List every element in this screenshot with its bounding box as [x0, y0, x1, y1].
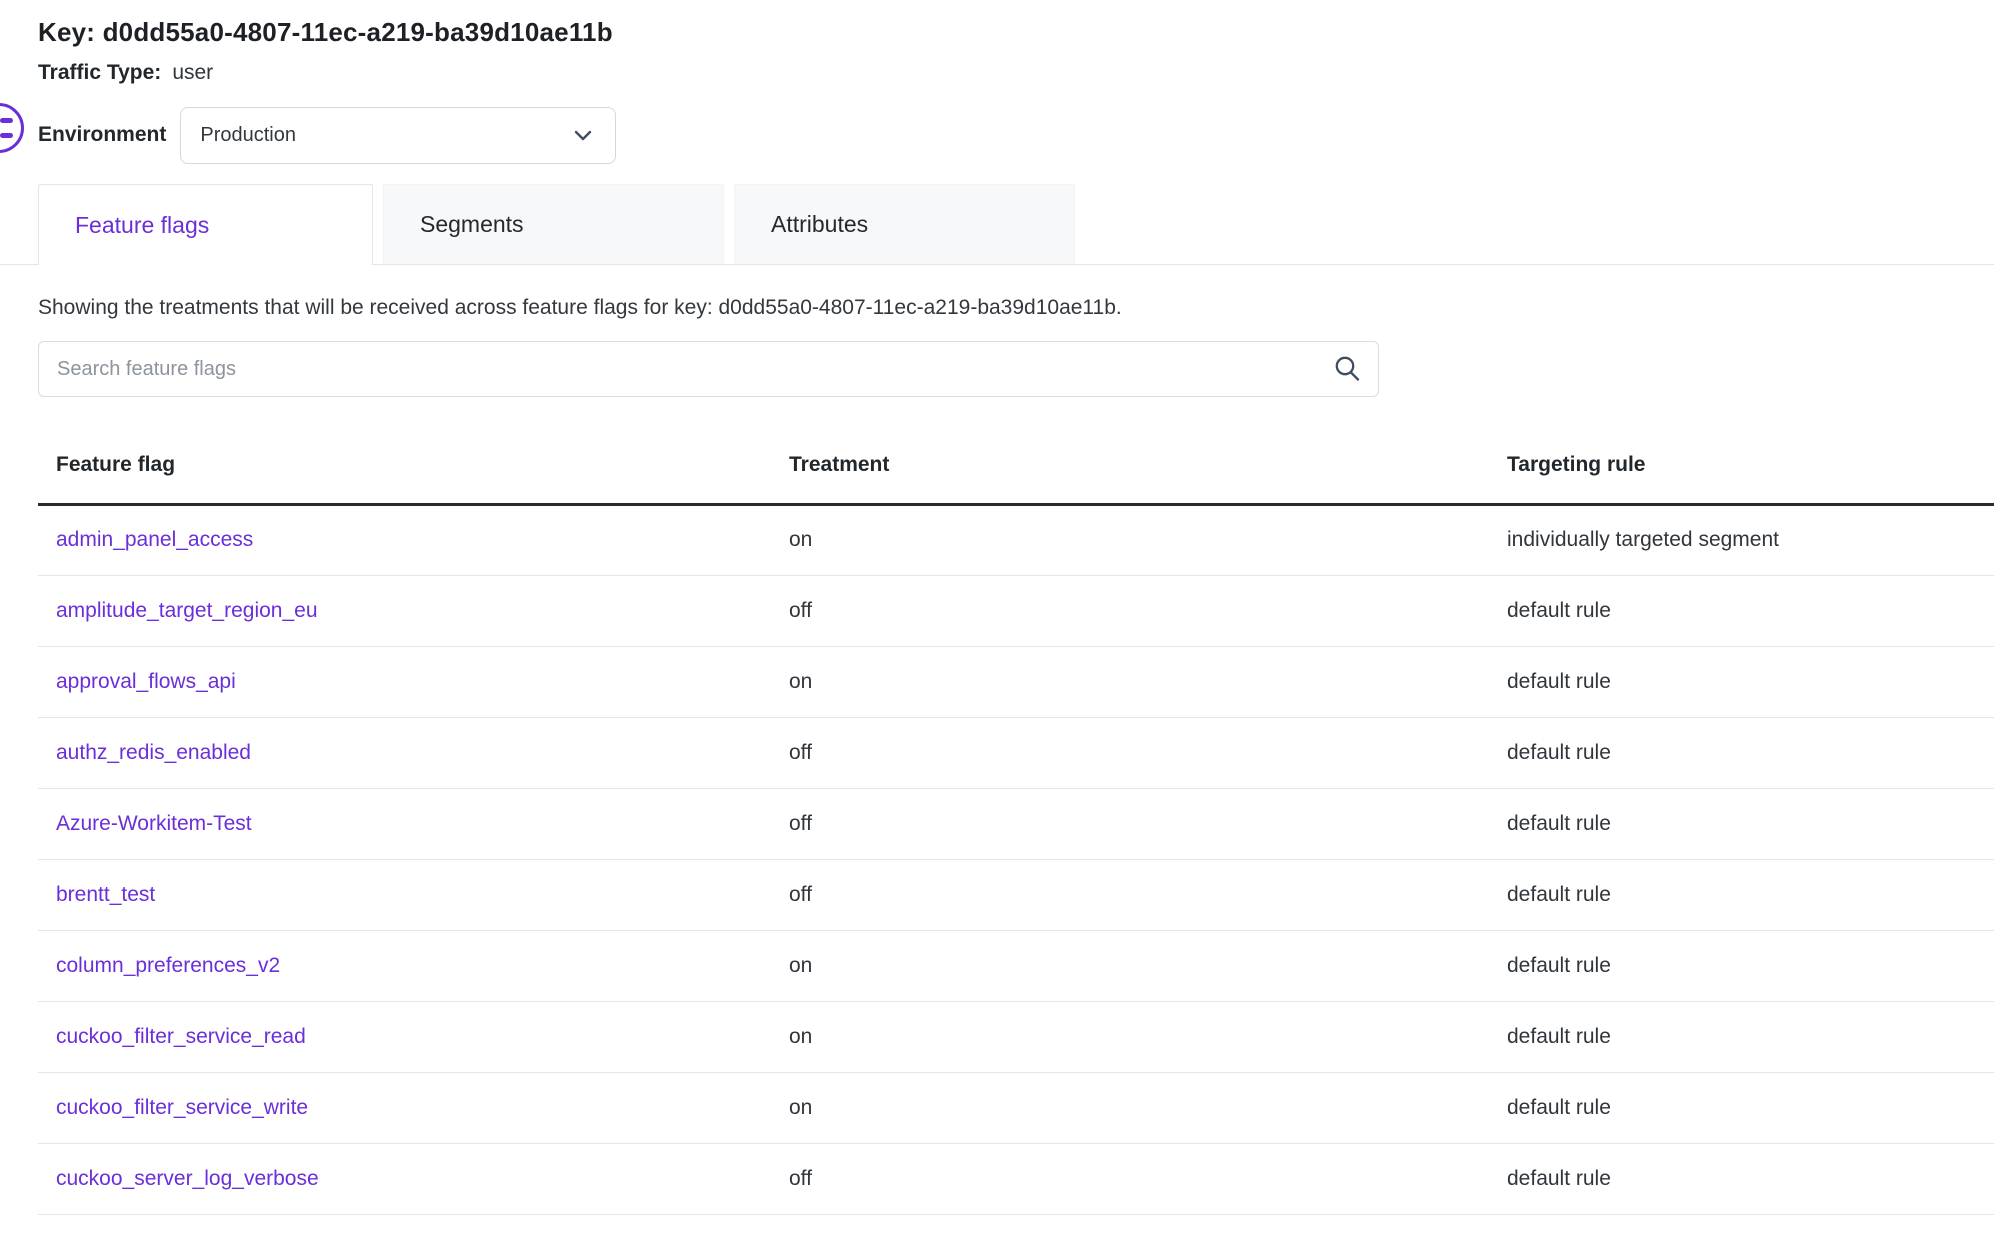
description-text: Showing the treatments that will be rece… — [38, 296, 1122, 319]
table-row: brentt_test off default rule — [38, 859, 1994, 931]
feature-flag-link[interactable]: column_preferences_v2 — [56, 953, 281, 977]
table-row: amplitude_target_region_eu off default rul… — [38, 575, 1994, 647]
targeting-rule-value: default rule — [1507, 646, 1994, 718]
table-row: approval_flows_api on default rule — [38, 646, 1994, 718]
treatment-value: off — [789, 575, 1507, 647]
column-header-feature-flag: Feature flag — [38, 427, 789, 506]
table-row: cuckoo_filter_service_read on default rule — [38, 1001, 1994, 1073]
search-input[interactable] — [38, 341, 1379, 397]
table-header-row: Feature flag Treatment Targeting rule — [38, 427, 1994, 506]
table-row: admin_panel_access on individually targete… — [38, 504, 1994, 576]
treatment-value: on — [789, 1001, 1507, 1073]
targeting-rule-value: default rule — [1507, 1001, 1994, 1073]
traffic-type-row: Traffic Type: user — [38, 61, 1994, 85]
feature-flag-cell: brentt_test — [38, 859, 789, 931]
feature-flag-cell: amplitude_target_region_eu — [38, 575, 789, 647]
traffic-type-label: Traffic Type: — [38, 61, 162, 84]
targeting-rule-value: default rule — [1507, 575, 1994, 647]
environment-selected-value: Production — [200, 123, 296, 146]
feature-flag-cell: column_preferences_v2 — [38, 930, 789, 1002]
column-header-targeting-rule: Targeting rule — [1507, 427, 1994, 506]
feature-flag-cell: cuckoo_server_log_verbose — [38, 1143, 789, 1215]
table-row: cuckoo_server_log_verbose off default rule — [38, 1143, 1994, 1215]
feature-flag-cell: Azure-Workitem-Test — [38, 788, 789, 860]
environment-row: Environment Production — [38, 106, 1994, 164]
feature-flag-link[interactable]: admin_panel_access — [56, 528, 254, 551]
help-badge-icon[interactable] — [0, 103, 24, 153]
tab-attributes[interactable]: Attributes — [734, 184, 1075, 264]
feature-flag-link[interactable]: authz_redis_enabled — [56, 740, 251, 764]
environment-select[interactable]: Production — [180, 106, 617, 164]
targeting-rule-value: default rule — [1507, 788, 1994, 860]
feature-flag-cell: approval_flows_api — [38, 646, 789, 718]
feature-flags-table: Feature flag Treatment Targeting rule ad… — [38, 427, 1994, 1215]
targeting-rule-value: individually targeted segment — [1507, 504, 1994, 576]
tab-segments[interactable]: Segments — [383, 184, 724, 264]
search-container — [38, 341, 1379, 397]
treatment-value: off — [789, 717, 1507, 789]
table-row: authz_redis_enabled off default rule — [38, 717, 1994, 789]
feature-flag-link[interactable]: brentt_test — [56, 882, 156, 906]
feature-flag-cell: admin_panel_access — [38, 504, 789, 576]
table-row: Azure-Workitem-Test off default rule — [38, 788, 1994, 860]
search-icon[interactable] — [1332, 354, 1362, 384]
column-header-treatment: Treatment — [789, 427, 1507, 506]
treatment-value: off — [789, 859, 1507, 931]
tab-feature-flags[interactable]: Feature flags — [38, 184, 373, 265]
treatment-value: on — [789, 646, 1507, 718]
traffic-type-value: user — [172, 61, 214, 84]
targeting-rule-value: default rule — [1507, 717, 1994, 789]
feature-flag-cell: authz_redis_enabled — [38, 717, 789, 789]
tab-bar: Feature flags Segments Attributes — [0, 184, 1994, 265]
feature-flag-link[interactable]: approval_flows_api — [56, 669, 236, 693]
help-badge-glyph — [0, 133, 13, 138]
feature-flag-link[interactable]: cuckoo_server_log_verbose — [56, 1166, 319, 1190]
treatment-value: off — [789, 1143, 1507, 1215]
chevron-down-icon — [575, 130, 592, 141]
targeting-rule-value: default rule — [1507, 1143, 1994, 1215]
table-body: admin_panel_access on individually targete… — [38, 504, 1994, 1215]
help-badge-glyph — [0, 118, 13, 123]
feature-flag-cell: cuckoo_filter_service_read — [38, 1001, 789, 1073]
treatment-value: off — [789, 788, 1507, 860]
feature-flag-cell: cuckoo_filter_service_write — [38, 1072, 789, 1144]
page-title: Key: d0dd55a0-4807-11ec-a219-ba39d10ae11… — [38, 17, 613, 47]
feature-flag-link[interactable]: amplitude_target_region_eu — [56, 598, 318, 622]
targeting-rule-value: default rule — [1507, 859, 1994, 931]
treatment-value: on — [789, 930, 1507, 1002]
feature-flag-link[interactable]: Azure-Workitem-Test — [56, 811, 252, 835]
environment-label: Environment — [38, 123, 167, 146]
treatment-value: on — [789, 504, 1507, 576]
feature-flag-link[interactable]: cuckoo_filter_service_write — [56, 1095, 309, 1119]
targeting-rule-value: default rule — [1507, 930, 1994, 1002]
targeting-rule-value: default rule — [1507, 1072, 1994, 1144]
table-row: column_preferences_v2 on default rule — [38, 930, 1994, 1002]
treatment-value: on — [789, 1072, 1507, 1144]
table-row: cuckoo_filter_service_write on default rul… — [38, 1072, 1994, 1144]
feature-flag-link[interactable]: cuckoo_filter_service_read — [56, 1024, 306, 1048]
